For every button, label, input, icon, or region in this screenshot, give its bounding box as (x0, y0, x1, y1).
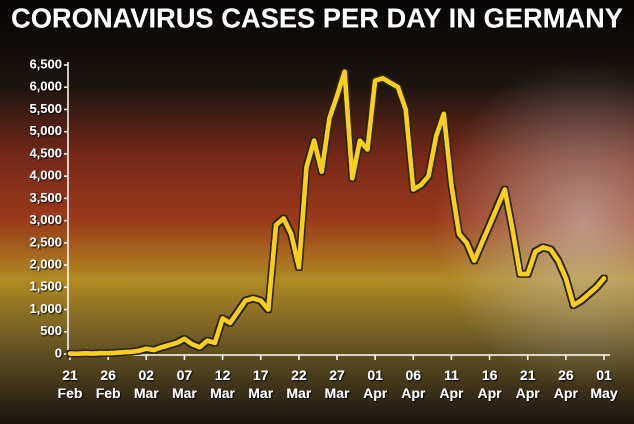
y-tick-label: 6,000 (29, 79, 62, 94)
chart-title: CORONAVIRUS CASES PER DAY IN GERMANY (11, 2, 623, 33)
y-tick-label: 3,000 (29, 212, 62, 227)
y-tick-label: 1,000 (29, 301, 62, 316)
x-tick-label: 26 Apr (554, 367, 579, 401)
y-tick-label: 6,500 (29, 56, 62, 71)
x-tick-label: 01 Apr (363, 367, 388, 401)
x-tick-label: 22 Mar (286, 367, 311, 401)
y-tick-label: 2,500 (29, 234, 62, 249)
y-tick-label: 5,500 (29, 101, 62, 116)
x-tick-label: 01 May (590, 367, 617, 401)
x-tick-label: 06 Apr (401, 367, 426, 401)
x-tick-label: 11 Apr (439, 367, 464, 401)
y-tick-label: 3,500 (29, 190, 62, 205)
y-tick-label: 1,500 (29, 279, 62, 294)
x-tick-label: 16 Apr (478, 367, 503, 401)
x-tick-label: 07 Mar (172, 367, 197, 401)
data-line (67, 69, 607, 357)
y-tick-label: 500 (40, 323, 62, 338)
x-tick-label: 27 Mar (325, 367, 350, 401)
y-tick-label: 5,000 (29, 123, 62, 138)
x-tick-label: 21 Apr (516, 367, 541, 401)
x-tick-label: 17 Mar (248, 367, 273, 401)
x-tick-label: 26 Feb (96, 367, 121, 401)
y-tick-label: 0 (55, 345, 62, 360)
x-tick-label: 21 Feb (58, 367, 83, 401)
y-tick-label: 4,000 (29, 168, 62, 183)
y-tick-label: 4,500 (29, 145, 62, 160)
x-tick-label: 12 Mar (210, 367, 235, 401)
x-tick-label: 02 Mar (134, 367, 159, 401)
y-tick-label: 2,000 (29, 257, 62, 272)
